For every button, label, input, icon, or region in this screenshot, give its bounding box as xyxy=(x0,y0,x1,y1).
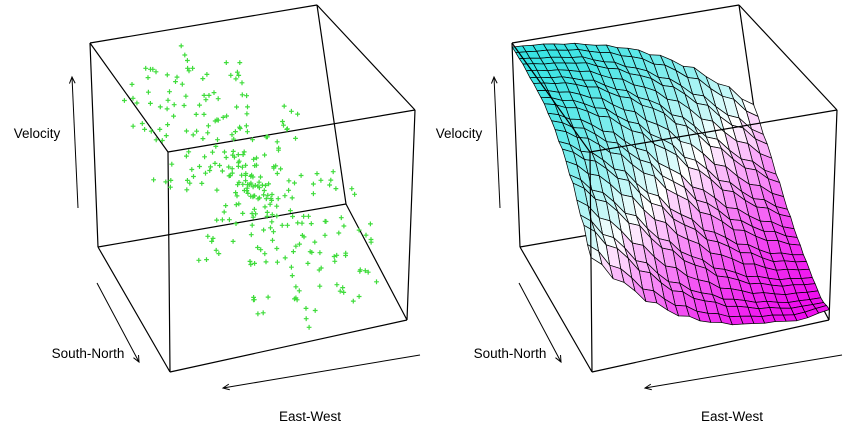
box-front-edges xyxy=(511,4,838,373)
east-west-axis-label: East-West xyxy=(701,409,763,424)
south-north-axis-arrow xyxy=(96,282,140,364)
velocity-axis-label: Velocity xyxy=(14,126,61,141)
east-west-axis-arrow xyxy=(221,354,421,391)
cloud-points xyxy=(122,43,379,330)
box-front-edges xyxy=(89,4,416,373)
velocity-axis-label: Velocity xyxy=(436,126,483,141)
cloud-3d-plot: Velocity South-North East-West xyxy=(14,4,421,424)
box-back-edges xyxy=(97,4,408,321)
wireframe-panel: Velocity South-North East-West xyxy=(422,0,844,428)
south-north-axis-arrow xyxy=(518,282,562,364)
south-north-axis-label: South-North xyxy=(52,346,125,361)
velocity-axis-arrow xyxy=(490,75,501,209)
south-north-axis-label: South-North xyxy=(474,346,547,361)
east-west-axis-arrow xyxy=(643,354,843,391)
velocity-axis-arrow xyxy=(68,75,79,209)
cloud-panel: Velocity South-North East-West xyxy=(14,4,421,424)
wireframe-3d-plot: Velocity South-North East-West xyxy=(436,4,843,424)
east-west-axis-label: East-West xyxy=(279,409,341,424)
velocity-surface xyxy=(511,42,830,326)
